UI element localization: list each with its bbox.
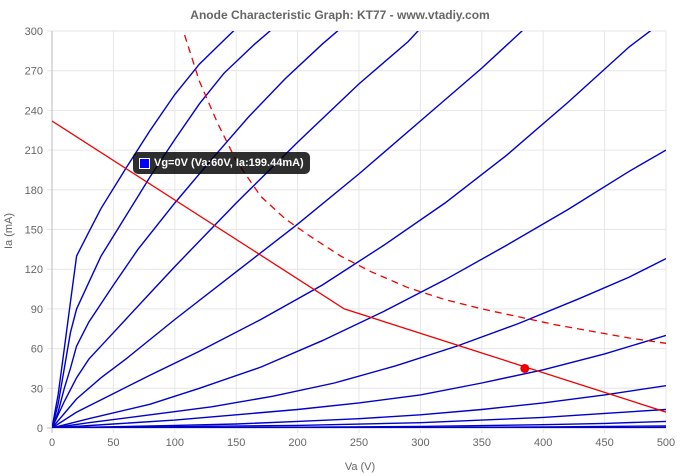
x-axis-label: Va (V)	[345, 461, 375, 473]
grid-voltage-curve	[52, 334, 666, 428]
y-tick-label: 270	[25, 66, 43, 78]
y-tick-label: 60	[31, 344, 43, 356]
grid-voltage-curve	[52, 426, 666, 428]
x-tick-label: 150	[227, 437, 245, 449]
x-tick-label: 100	[166, 437, 184, 449]
grid-voltage-curve	[52, 257, 666, 428]
chart-title: Anode Characteristic Graph: KT77 - www.v…	[190, 8, 489, 22]
grid-voltage-curve	[52, 149, 666, 428]
y-tick-label: 210	[25, 145, 43, 157]
y-tick-label: 30	[31, 383, 43, 395]
x-axis-ticks: 0 50 100 150 200 250 300 350 400 450 500	[49, 437, 675, 449]
grid-lines	[47, 30, 667, 433]
x-tick-label: 350	[473, 437, 491, 449]
grid-voltage-curve	[52, 31, 272, 428]
grid-voltage-curve	[52, 408, 666, 428]
grid-voltage-curve	[52, 31, 235, 428]
y-tick-label: 240	[25, 105, 43, 117]
data-tooltip: Vg=0V (Va:60V, Ia:199.44mA)	[133, 152, 310, 174]
tooltip-swatch	[139, 157, 150, 169]
x-tick-label: 0	[49, 437, 55, 449]
x-tick-label: 400	[534, 437, 552, 449]
x-tick-label: 250	[350, 437, 368, 449]
x-tick-label: 450	[595, 437, 613, 449]
y-axis-ticks: 0 30 60 90 120 150 180 210 240 270 300	[25, 26, 43, 435]
x-tick-label: 200	[288, 437, 306, 449]
x-tick-label: 500	[657, 437, 675, 449]
max-dissipation-curve	[183, 34, 666, 344]
grid-voltage-curve	[52, 31, 339, 428]
y-tick-label: 120	[25, 264, 43, 276]
grid-voltage-curve	[52, 31, 652, 428]
y-tick-label: 300	[25, 26, 43, 38]
x-tick-label: 300	[411, 437, 429, 449]
grid-voltage-curve	[52, 31, 524, 428]
load-line	[52, 120, 666, 413]
grid-voltage-curve	[52, 385, 666, 428]
tooltip-text: Vg=0V (Va:60V, Ia:199.44mA)	[154, 157, 304, 169]
y-tick-label: 180	[25, 185, 43, 197]
y-tick-label: 150	[25, 225, 43, 237]
y-tick-label: 90	[31, 304, 43, 316]
y-axis-label: Ia (mA)	[3, 213, 15, 249]
x-tick-label: 50	[107, 437, 119, 449]
grid-voltage-curve	[52, 31, 419, 428]
plate-curves	[52, 31, 666, 428]
load-line-group	[52, 34, 666, 413]
operating-point	[520, 363, 530, 373]
y-tick-label: 0	[37, 423, 43, 435]
